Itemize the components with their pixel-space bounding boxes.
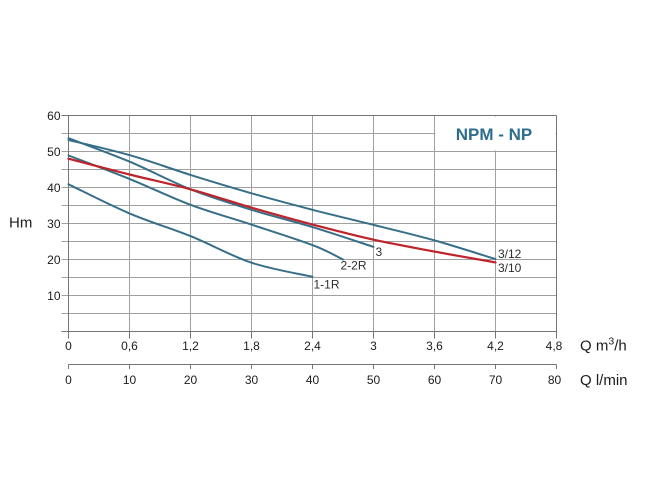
svg-text:3: 3 — [370, 339, 377, 353]
svg-text:50: 50 — [47, 145, 61, 159]
svg-text:10: 10 — [47, 289, 61, 303]
svg-text:1-1R: 1-1R — [314, 278, 340, 292]
svg-text:0: 0 — [65, 373, 72, 387]
svg-text:2,4: 2,4 — [304, 339, 321, 353]
svg-text:3/10: 3/10 — [498, 261, 522, 275]
svg-text:Hm: Hm — [9, 215, 32, 232]
svg-text:3/12: 3/12 — [498, 247, 522, 261]
svg-text:4,8: 4,8 — [546, 339, 563, 353]
svg-text:30: 30 — [47, 217, 61, 231]
svg-text:0: 0 — [65, 339, 72, 353]
svg-text:10: 10 — [123, 373, 137, 387]
svg-text:20: 20 — [184, 373, 198, 387]
svg-text:1,2: 1,2 — [182, 339, 199, 353]
svg-text:NPM - NP: NPM - NP — [456, 125, 533, 144]
svg-text:40: 40 — [47, 181, 61, 195]
svg-text:2-2R: 2-2R — [341, 259, 367, 273]
svg-text:0,6: 0,6 — [121, 339, 138, 353]
svg-text:80: 80 — [548, 373, 562, 387]
svg-text:1,8: 1,8 — [243, 339, 260, 353]
svg-text:20: 20 — [47, 253, 61, 267]
svg-text:70: 70 — [489, 373, 503, 387]
svg-text:Q l/min: Q l/min — [580, 372, 628, 389]
svg-text:50: 50 — [367, 373, 381, 387]
svg-text:30: 30 — [245, 373, 259, 387]
svg-text:60: 60 — [428, 373, 442, 387]
svg-text:3,6: 3,6 — [426, 339, 443, 353]
svg-text:3: 3 — [376, 245, 383, 259]
svg-text:40: 40 — [306, 373, 320, 387]
svg-text:Q m3/h: Q m3/h — [580, 336, 627, 355]
svg-text:60: 60 — [47, 109, 61, 123]
svg-text:4,2: 4,2 — [487, 339, 504, 353]
